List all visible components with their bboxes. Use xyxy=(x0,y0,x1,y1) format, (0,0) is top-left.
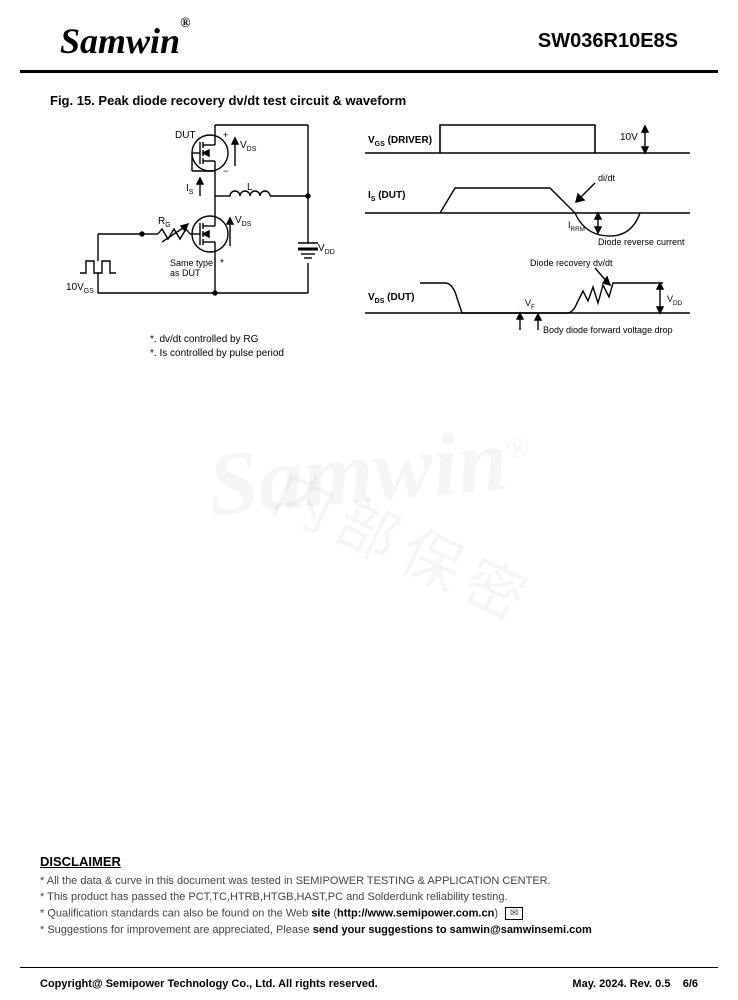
svg-text:Same typeas DUT: Same typeas DUT xyxy=(170,258,213,278)
disclaimer-section: DISCLAIMER * All the data & curve in thi… xyxy=(40,854,698,940)
footer-right: May. 2024. Rev. 0.5 6/6 xyxy=(572,978,698,990)
irrm-sub: RRM xyxy=(571,226,585,233)
circuit-notes: *. dv/dt controlled by RG *. Is controll… xyxy=(150,333,284,361)
registered-mark: ® xyxy=(180,16,190,31)
svg-text:10VGS: 10VGS xyxy=(66,282,94,295)
body-diode: Body diode forward voltage drop xyxy=(543,325,673,335)
disclaimer-line-2: * This product has passed the PCT,TC,HTR… xyxy=(40,891,698,903)
svg-text:VDD: VDD xyxy=(667,294,683,307)
disclaimer-line-4: * Suggestions for improvement are apprec… xyxy=(40,924,698,936)
vgs-driver-paren: (DRIVER) xyxy=(385,135,432,146)
disclaimer-line-3: * Qualification standards can also be fo… xyxy=(40,907,698,920)
waveform-diagram: VGS (DRIVER) 10V IS (DUT) di/dt IRRM Dio… xyxy=(360,118,700,358)
rg-sub: G xyxy=(165,222,170,229)
didt-label: di/dt xyxy=(598,173,616,183)
svg-text:VDS (DUT): VDS (DUT) xyxy=(368,292,414,305)
vdd-sub: DD xyxy=(325,249,335,256)
svg-text:+: + xyxy=(223,130,228,140)
svg-text:VDS: VDS xyxy=(240,140,257,153)
l-label: L xyxy=(247,182,253,193)
svg-text:VDS: VDS xyxy=(235,215,252,228)
svg-text:VGS (DRIVER): VGS (DRIVER) xyxy=(368,135,432,148)
logo: Samwin® xyxy=(60,20,191,62)
vf-sub: F xyxy=(531,304,535,311)
svg-text:VF: VF xyxy=(525,298,535,311)
diode-rev: Diode reverse current xyxy=(598,237,685,247)
vgs-driver-sub: GS xyxy=(375,141,385,148)
is-sub: S xyxy=(189,189,194,196)
rg-label: R xyxy=(158,216,165,227)
figure-title: Fig. 15. Peak diode recovery dv/dt test … xyxy=(50,93,738,108)
svg-text:*: * xyxy=(220,258,224,269)
logo-text: Samwin xyxy=(60,21,180,61)
watermark-cjk: 内部保密 xyxy=(261,445,552,642)
diode-recovery: Diode recovery dv/dt xyxy=(530,258,613,268)
copyright: Copyright@ Semipower Technology Co., Ltd… xyxy=(40,978,378,990)
vds-dut-sub: DS xyxy=(375,298,385,305)
figure-area: + − xyxy=(40,118,698,368)
mail-icon: ✉ xyxy=(505,907,523,920)
svg-text:VDD: VDD xyxy=(318,243,335,256)
disclaimer-line-1: * All the data & curve in this document … xyxy=(40,875,698,887)
wf-vdd-sub: DD xyxy=(673,300,683,307)
svg-text:RG: RG xyxy=(158,216,171,229)
tenvgs-sub: GS xyxy=(84,288,94,295)
svg-text:IRRM: IRRM xyxy=(568,220,585,233)
svg-text:IS (DUT): IS (DUT) xyxy=(368,190,405,203)
vds-top-sub: DS xyxy=(247,146,257,153)
note2: *. Is controlled by pulse period xyxy=(150,347,284,361)
part-number: SW036R10E8S xyxy=(538,30,678,53)
svg-text:−: − xyxy=(223,166,228,176)
vds-dut-paren: (DUT) xyxy=(384,292,414,303)
tenvgs: 10V xyxy=(66,282,84,293)
svg-text:IS: IS xyxy=(186,183,194,196)
note1: *. dv/dt controlled by RG xyxy=(150,333,284,347)
dut-label: DUT xyxy=(175,130,196,141)
circuit-diagram: + − xyxy=(40,118,350,358)
watermark-logo: Samwin® xyxy=(204,406,534,537)
date-rev: May. 2024. Rev. 0.5 xyxy=(572,978,670,990)
page-footer: Copyright@ Semipower Technology Co., Ltd… xyxy=(20,967,718,1000)
is-dut-paren: (DUT) xyxy=(375,190,405,201)
vds-bot-sub: DS xyxy=(242,221,252,228)
page-num: 6/6 xyxy=(683,978,698,990)
page-header: Samwin® SW036R10E8S xyxy=(20,0,718,73)
disclaimer-title: DISCLAIMER xyxy=(40,854,698,869)
ten-v: 10V xyxy=(620,132,638,143)
